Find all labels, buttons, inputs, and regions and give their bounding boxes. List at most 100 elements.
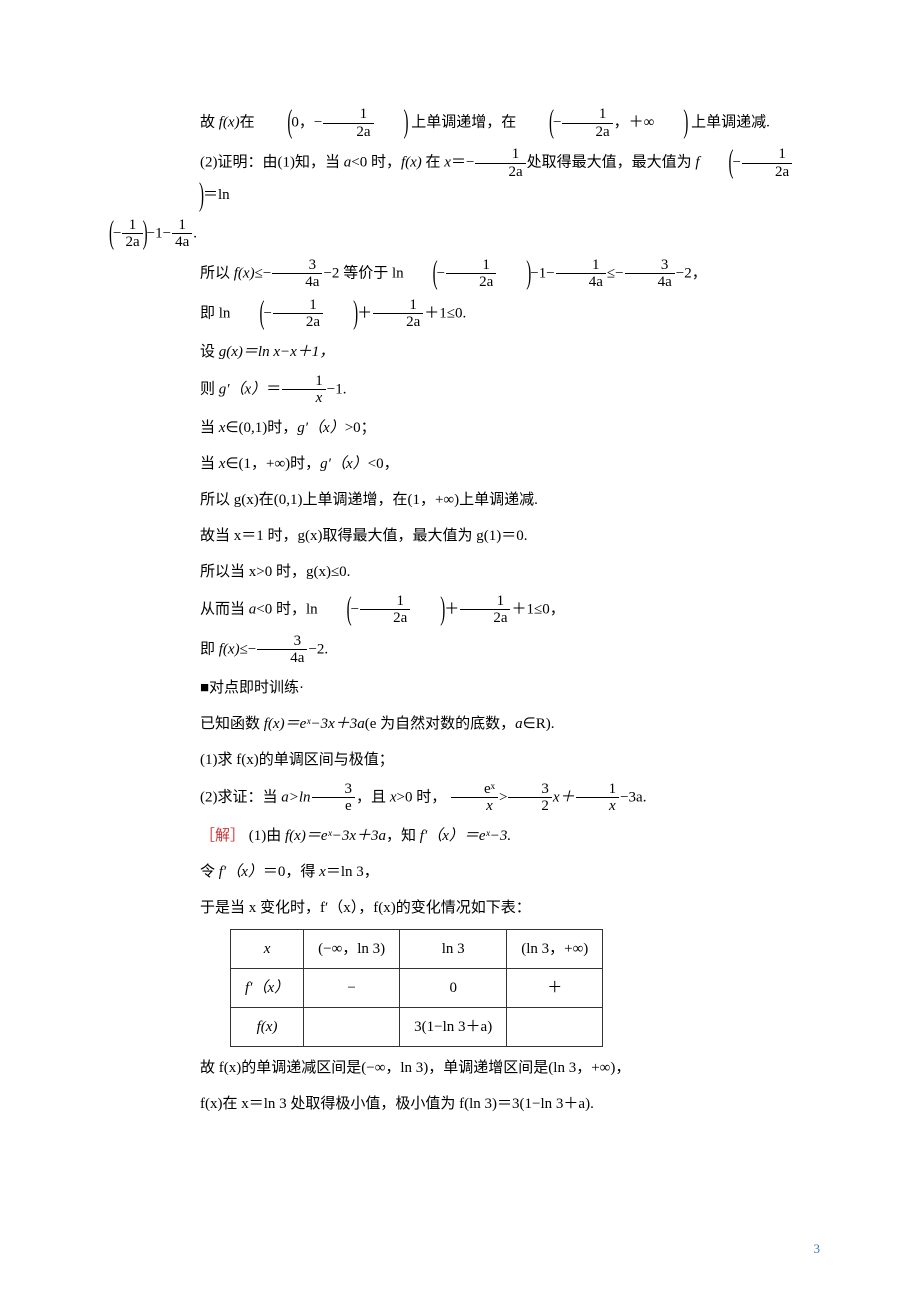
text: ＋∞ xyxy=(629,114,655,130)
var: x xyxy=(444,154,451,170)
line-9: 当 x∈(1，+∞)时，g′（x）<0， xyxy=(170,449,820,479)
text: 于是当 x 变化时，f′（x），f(x)的变化情况如下表： xyxy=(200,900,531,916)
text: x＋ xyxy=(553,789,575,805)
line-6: 设 g(x)＝ln x−x＋1， xyxy=(170,337,820,367)
text: 处取得最大值，最大值为 xyxy=(527,154,696,170)
math: a>ln xyxy=(281,789,310,805)
lparen-icon: ( xyxy=(257,90,292,156)
text: ≤− xyxy=(240,641,257,657)
text: 在 xyxy=(422,154,445,170)
fraction: 12a xyxy=(460,593,510,627)
text: ■对点即时训练· xyxy=(200,680,304,696)
text: 从而当 xyxy=(200,601,249,617)
lparen-icon: ( xyxy=(109,201,114,267)
line-8: 当 x∈(0,1)时，g′（x）>0； xyxy=(170,413,820,443)
cell: ＋ xyxy=(507,968,603,1007)
rparen-icon: ) xyxy=(169,163,204,229)
num: 0 xyxy=(291,114,299,130)
table-row: f(x) 3(1−ln 3＋a) xyxy=(231,1007,603,1046)
text: ＝ xyxy=(266,381,281,397)
line-16: 已知函数 f(x)＝eˣ−3x＋3a(e 为自然对数的底数，a∈R). xyxy=(170,709,820,739)
cell: x xyxy=(231,929,304,968)
fraction: 12a xyxy=(323,106,373,140)
text: 故 xyxy=(200,114,219,130)
text: 故 f(x)的单调递减区间是(−∞，ln 3)，单调递增区间是(ln 3，+∞)… xyxy=(200,1060,630,1076)
var: x xyxy=(319,864,326,880)
cell: f′（x） xyxy=(231,968,304,1007)
line-7: 则 g′（x）＝1x−1. xyxy=(170,373,820,407)
fraction: 12a xyxy=(562,106,612,140)
line-15: ■对点即时训练· xyxy=(170,673,820,703)
text: 所以 g(x)在(0,1)上单调递增，在(1，+∞)上单调递减. xyxy=(200,492,538,508)
fraction: 3e xyxy=(312,781,356,815)
answer-label: ［解］ xyxy=(200,828,245,844)
math: f(x)＝eˣ−3x＋3a xyxy=(285,828,386,844)
text: <0， xyxy=(368,456,399,472)
text: (2)证明：由(1)知，当 xyxy=(200,154,344,170)
fraction: 1x xyxy=(576,781,620,815)
math: f(x) xyxy=(219,641,240,657)
cell: ln 3 xyxy=(400,929,507,968)
variation-table: x (−∞，ln 3) ln 3 (ln 3，+∞) f′（x） − 0 ＋ f… xyxy=(230,929,603,1047)
lparen-icon: ( xyxy=(403,241,438,307)
page-number: 3 xyxy=(814,1236,821,1262)
text: >0； xyxy=(345,420,376,436)
math: g′（x） xyxy=(219,381,266,397)
text: ≤0， xyxy=(534,601,565,617)
text: <0 时， xyxy=(351,154,401,170)
line-22: 故 f(x)的单调递减区间是(−∞，ln 3)，单调递增区间是(ln 3，+∞)… xyxy=(170,1053,820,1083)
text: ，知 xyxy=(386,828,420,844)
line-12: 所以当 x>0 时，g(x)≤0. xyxy=(170,557,820,587)
line-21: 于是当 x 变化时，f′（x），f(x)的变化情况如下表： xyxy=(170,893,820,923)
text: 当 xyxy=(200,420,219,436)
text: −2. xyxy=(308,641,328,657)
var: a xyxy=(515,716,523,732)
fraction: 32 xyxy=(508,781,552,815)
text: 上单调递减. xyxy=(691,114,770,130)
line-4: 所以 f(x)≤−34a−2 等价于 ln(−12a)−1−14a≤−34a−2… xyxy=(170,257,820,291)
fraction: 12a xyxy=(446,257,496,291)
rparen-icon: ) xyxy=(410,577,445,643)
cell: − xyxy=(304,968,400,1007)
math: g′（x） xyxy=(297,420,344,436)
line-18: (2)求证：当 a>ln3e，且 x>0 时， eˣx>32x＋1x−3a. xyxy=(170,781,820,815)
lparen-icon: ( xyxy=(519,90,554,156)
line-3: (−12a)−1−14a. xyxy=(110,217,820,251)
text: 上单调递增，在 xyxy=(411,114,516,130)
cell xyxy=(507,1007,603,1046)
line-20: 令 f′（x）＝0，得 x＝ln 3， xyxy=(170,857,820,887)
text: 故当 x＝1 时，g(x)取得最大值，最大值为 g(1)＝0. xyxy=(200,528,527,544)
text: ＋1≤0. xyxy=(424,305,466,321)
math: f′（x） xyxy=(219,864,263,880)
text: ＝ln 3， xyxy=(326,864,379,880)
text: > xyxy=(499,789,507,805)
rparen-icon: ) xyxy=(496,241,531,307)
line-5: 即 ln(−12a)＋12a＋1≤0. xyxy=(170,297,820,331)
page: 故 f(x)在 (0，−12a) 上单调递增，在 (−12a，＋∞) 上单调递减… xyxy=(0,0,920,1302)
rparen-icon: ) xyxy=(374,90,409,156)
lparen-icon: ( xyxy=(229,281,264,347)
text: (e 为自然对数的底数， xyxy=(365,716,515,732)
text: 令 xyxy=(200,864,219,880)
line-11: 故当 x＝1 时，g(x)取得最大值，最大值为 g(1)＝0. xyxy=(170,521,820,551)
text: (2)求证：当 xyxy=(200,789,281,805)
fraction: 12a xyxy=(273,297,323,331)
math: f(x)＝eˣ−3x＋3a xyxy=(264,716,365,732)
math: f(x) xyxy=(219,114,240,130)
text: 当 xyxy=(200,456,219,472)
line-23: f(x)在 x＝ln 3 处取得极小值，极小值为 f(ln 3)＝3(1−ln … xyxy=(170,1089,820,1119)
text: −2 xyxy=(323,265,339,281)
fraction: 1x xyxy=(282,373,326,407)
text: ∈R). xyxy=(523,716,555,732)
table-row: f′（x） − 0 ＋ xyxy=(231,968,603,1007)
cell: (ln 3，+∞) xyxy=(507,929,603,968)
cell: f(x) xyxy=(231,1007,304,1046)
text: (1)由 xyxy=(245,828,285,844)
text: 则 xyxy=(200,381,219,397)
text: 所以 xyxy=(200,265,234,281)
cell: (−∞，ln 3) xyxy=(304,929,400,968)
line-17: (1)求 f(x)的单调区间与极值； xyxy=(170,745,820,775)
text: ∈(1，+∞)时， xyxy=(225,456,320,472)
text: −1. xyxy=(327,381,347,397)
fraction: 34a xyxy=(272,257,322,291)
